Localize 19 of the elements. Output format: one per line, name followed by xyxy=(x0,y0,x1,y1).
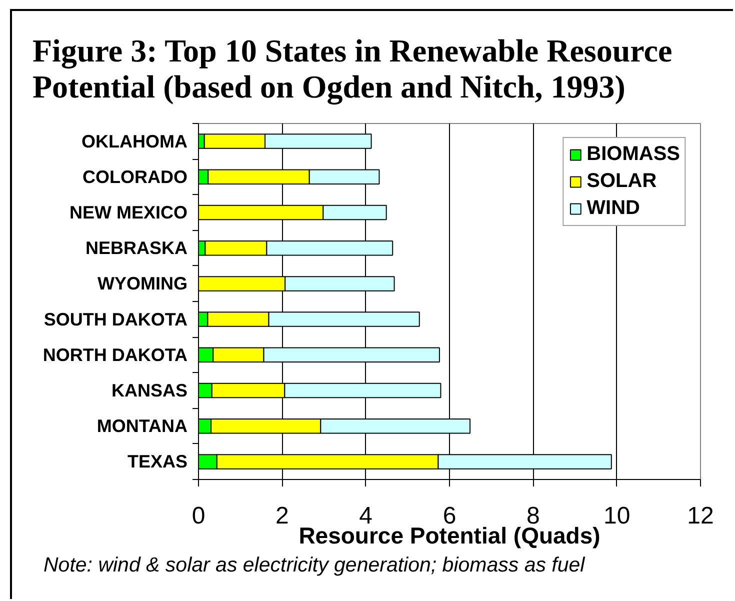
y-tick-label: KANSAS xyxy=(111,380,188,400)
legend-label: SOLAR xyxy=(586,170,657,193)
y-tick-label: MONTANA xyxy=(96,416,188,436)
y-tick-label: NORTH DAKOTA xyxy=(42,344,188,365)
legend-label: WIND xyxy=(586,197,640,220)
y-tick-label: NEW MEXICO xyxy=(70,202,188,222)
y-tick-label: OKLAHOMA xyxy=(82,131,188,152)
x-tick-label: 12 xyxy=(687,502,714,530)
y-tick-label: WYOMING xyxy=(98,274,188,294)
x-tick-label: 10 xyxy=(603,502,630,530)
y-tick-label: TEXAS xyxy=(127,452,188,472)
chart-title: Figure 3: Top 10 States in Renewable Resource Potential (based on Ogden and Nitch, 1993) xyxy=(32,32,672,106)
x-tick-label: 2 xyxy=(275,502,289,530)
y-tick-label: NEBRASKA xyxy=(85,238,188,258)
text: Note: wind & solar as electricity generation; biomass as fuel xyxy=(44,554,586,576)
y-tick-label: SOUTH DAKOTA xyxy=(44,309,188,330)
legend-label: BIOMASS xyxy=(586,143,680,166)
y-tick-label: COLORADO xyxy=(82,166,188,187)
x-tick-label: 0 xyxy=(192,502,206,530)
